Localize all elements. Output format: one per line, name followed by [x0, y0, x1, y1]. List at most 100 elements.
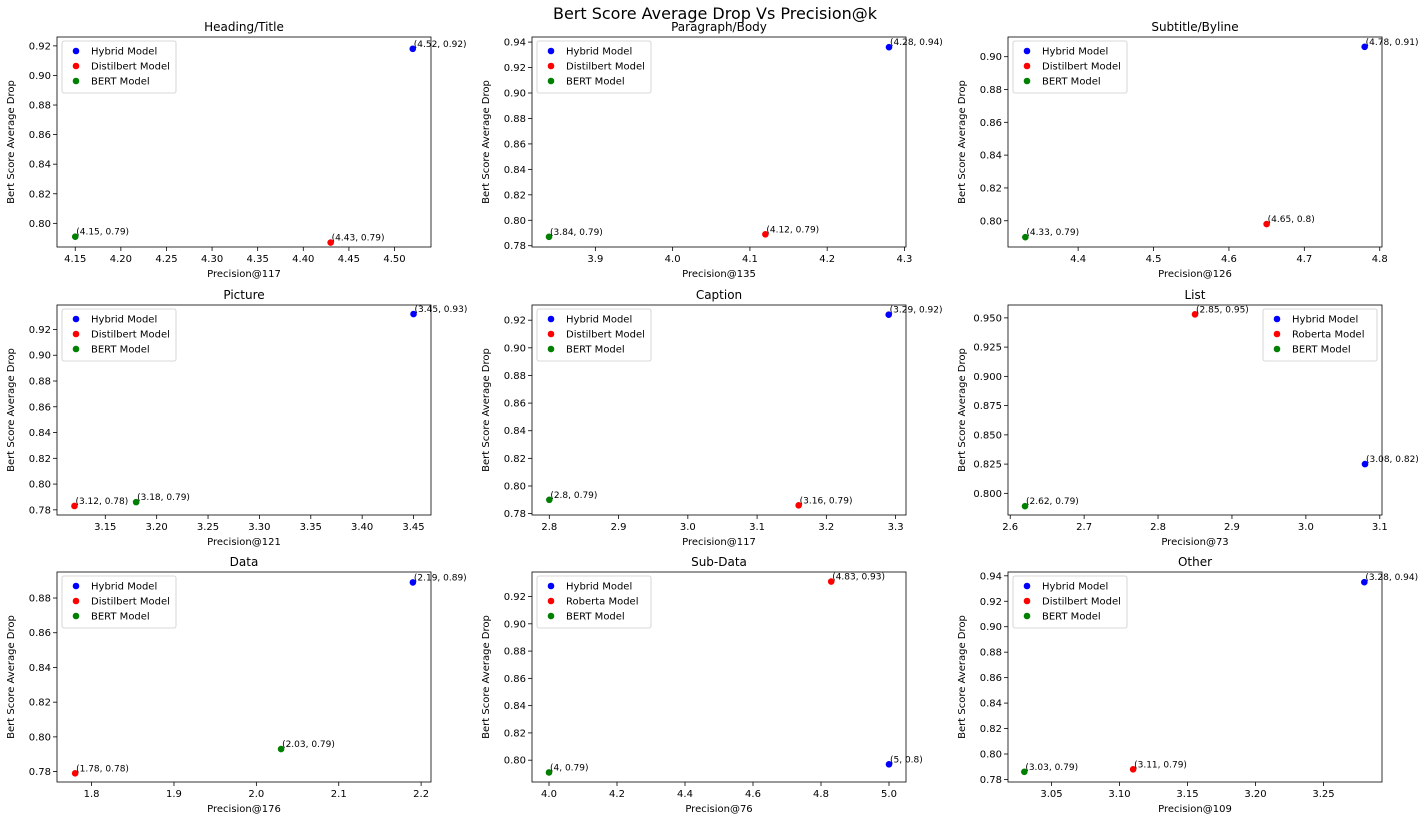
y-tick-label: 0.94: [980, 571, 1002, 582]
point-annotation: (4.52, 0.92): [414, 40, 467, 50]
y-tick-label: 0.80: [29, 480, 51, 491]
y-tick-label: 0.78: [29, 767, 51, 778]
subplot-title: Paragraph/Body: [671, 20, 767, 34]
y-axis-label: Bert Score Average Drop: [481, 80, 492, 204]
point-annotation: (4.83, 0.93): [832, 573, 885, 583]
data-point: [277, 745, 285, 753]
x-tick-label: 4.2: [819, 254, 835, 265]
x-tick-label: 4.0: [665, 254, 681, 265]
x-tick-label: 3.30: [248, 522, 270, 533]
y-tick-label: 0.950: [973, 313, 1002, 324]
y-tick-label: 0.78: [504, 241, 526, 252]
plot-frame: [56, 571, 432, 783]
y-tick-label: 0.86: [29, 628, 51, 639]
y-tick-label: 0.92: [29, 325, 51, 336]
x-tick-label: 2.9: [1224, 522, 1240, 533]
x-tick-label: 4.4: [677, 789, 693, 800]
plot-frame: [531, 36, 907, 248]
y-tick-label: 0.92: [504, 316, 526, 327]
y-tick-label: 0.86: [980, 118, 1002, 129]
data-point: [71, 770, 79, 777]
legend-entry: Hybrid Model: [1292, 315, 1358, 326]
point-annotation: (3.45, 0.93): [415, 305, 468, 315]
x-tick-label: 1.9: [166, 789, 182, 800]
x-tick-label: 4.6: [745, 789, 761, 800]
plot-frame: [1007, 36, 1383, 248]
x-tick-label: 4.7: [1296, 254, 1312, 265]
x-tick-label: 4.8: [1372, 254, 1388, 265]
y-tick-label: 0.84: [29, 428, 51, 439]
x-tick-label: 3.9: [587, 254, 603, 265]
legend-box: [1012, 40, 1128, 94]
y-tick-label: 0.90: [29, 351, 51, 362]
legend-marker: [1023, 597, 1031, 605]
plot-frame: [531, 304, 907, 516]
point-annotation: (3.16, 0.79): [800, 496, 853, 506]
x-tick-label: 4.2: [609, 789, 625, 800]
legend-entry: Hybrid Model: [1042, 582, 1108, 593]
y-axis-label: Bert Score Average Drop: [957, 80, 968, 204]
legend-entry: Distilbert Model: [91, 330, 170, 341]
y-tick-label: 0.84: [980, 151, 1002, 162]
x-tick-label: 3.1: [749, 522, 765, 533]
point-annotation: (4.78, 0.91): [1366, 38, 1419, 48]
y-tick-label: 0.88: [504, 114, 526, 125]
x-axis-label: Precision@126: [1158, 269, 1232, 280]
y-tick-label: 0.92: [980, 597, 1002, 608]
x-tick-label: 4.15: [64, 254, 86, 265]
figure-title: Bert Score Average Drop Vs Precision@k: [553, 4, 878, 23]
y-tick-label: 0.86: [29, 402, 51, 413]
subplot-title: Picture: [223, 288, 264, 302]
legend-entry: BERT Model: [91, 612, 150, 623]
point-annotation: (3.84, 0.79): [550, 228, 603, 238]
y-tick-label: 0.88: [504, 371, 526, 382]
subplot-title: Data: [230, 555, 259, 569]
x-tick-label: 4.50: [383, 254, 405, 265]
y-tick-label: 0.86: [504, 399, 526, 410]
legend-box: [536, 40, 652, 94]
x-tick-label: 3.25: [197, 522, 219, 533]
point-annotation: (3.11, 0.79): [1134, 760, 1187, 770]
legend-marker: [1273, 315, 1281, 323]
x-tick-label: 3.15: [94, 522, 116, 533]
legend-entry: Hybrid Model: [91, 315, 157, 326]
point-annotation: (3.12, 0.78): [75, 497, 128, 507]
x-tick-label: 2.9: [611, 522, 627, 533]
y-tick-label: 0.86: [29, 130, 51, 141]
subplot-5: Caption Precision@117 Bert Score Average D…: [481, 288, 943, 548]
legend-marker: [72, 47, 80, 55]
x-tick-label: 2.7: [1076, 522, 1092, 533]
y-tick-label: 0.80: [29, 219, 51, 230]
y-tick-label: 0.850: [973, 430, 1002, 441]
data-point: [1361, 460, 1369, 468]
legend-marker: [72, 330, 80, 338]
legend-box: [1262, 308, 1378, 362]
y-tick-label: 0.84: [504, 426, 526, 437]
data-point: [1129, 765, 1137, 773]
x-tick-label: 2.8: [1150, 522, 1166, 533]
legend-box: [61, 308, 177, 362]
x-tick-label: 3.35: [300, 522, 322, 533]
legend-entry: Hybrid Model: [91, 47, 157, 58]
x-axis-label: Precision@73: [1161, 537, 1228, 548]
y-tick-label: 0.900: [973, 372, 1002, 383]
data-point: [410, 310, 417, 318]
y-tick-label: 0.90: [29, 71, 51, 82]
y-tick-label: 0.88: [504, 647, 526, 658]
legend-entry: BERT Model: [566, 345, 625, 356]
y-axis-label: Bert Score Average Drop: [957, 348, 968, 472]
data-point: [1361, 578, 1368, 586]
legend-entry: Distilbert Model: [566, 330, 645, 341]
x-tick-label: 4.4: [1070, 254, 1086, 265]
point-annotation: (4.12, 0.79): [766, 225, 819, 235]
point-annotation: (4.43, 0.79): [332, 234, 385, 244]
x-axis-label: Precision@117: [682, 537, 756, 548]
y-axis-label: Bert Score Average Drop: [957, 615, 968, 739]
x-tick-label: 4.45: [338, 254, 360, 265]
x-tick-label: 2.8: [541, 522, 557, 533]
data-point: [827, 578, 835, 585]
point-annotation: (2.62, 0.79): [1026, 497, 1079, 507]
legend-marker: [72, 345, 80, 353]
subplot-4: Picture Precision@121 Bert Score Average D…: [6, 288, 467, 548]
